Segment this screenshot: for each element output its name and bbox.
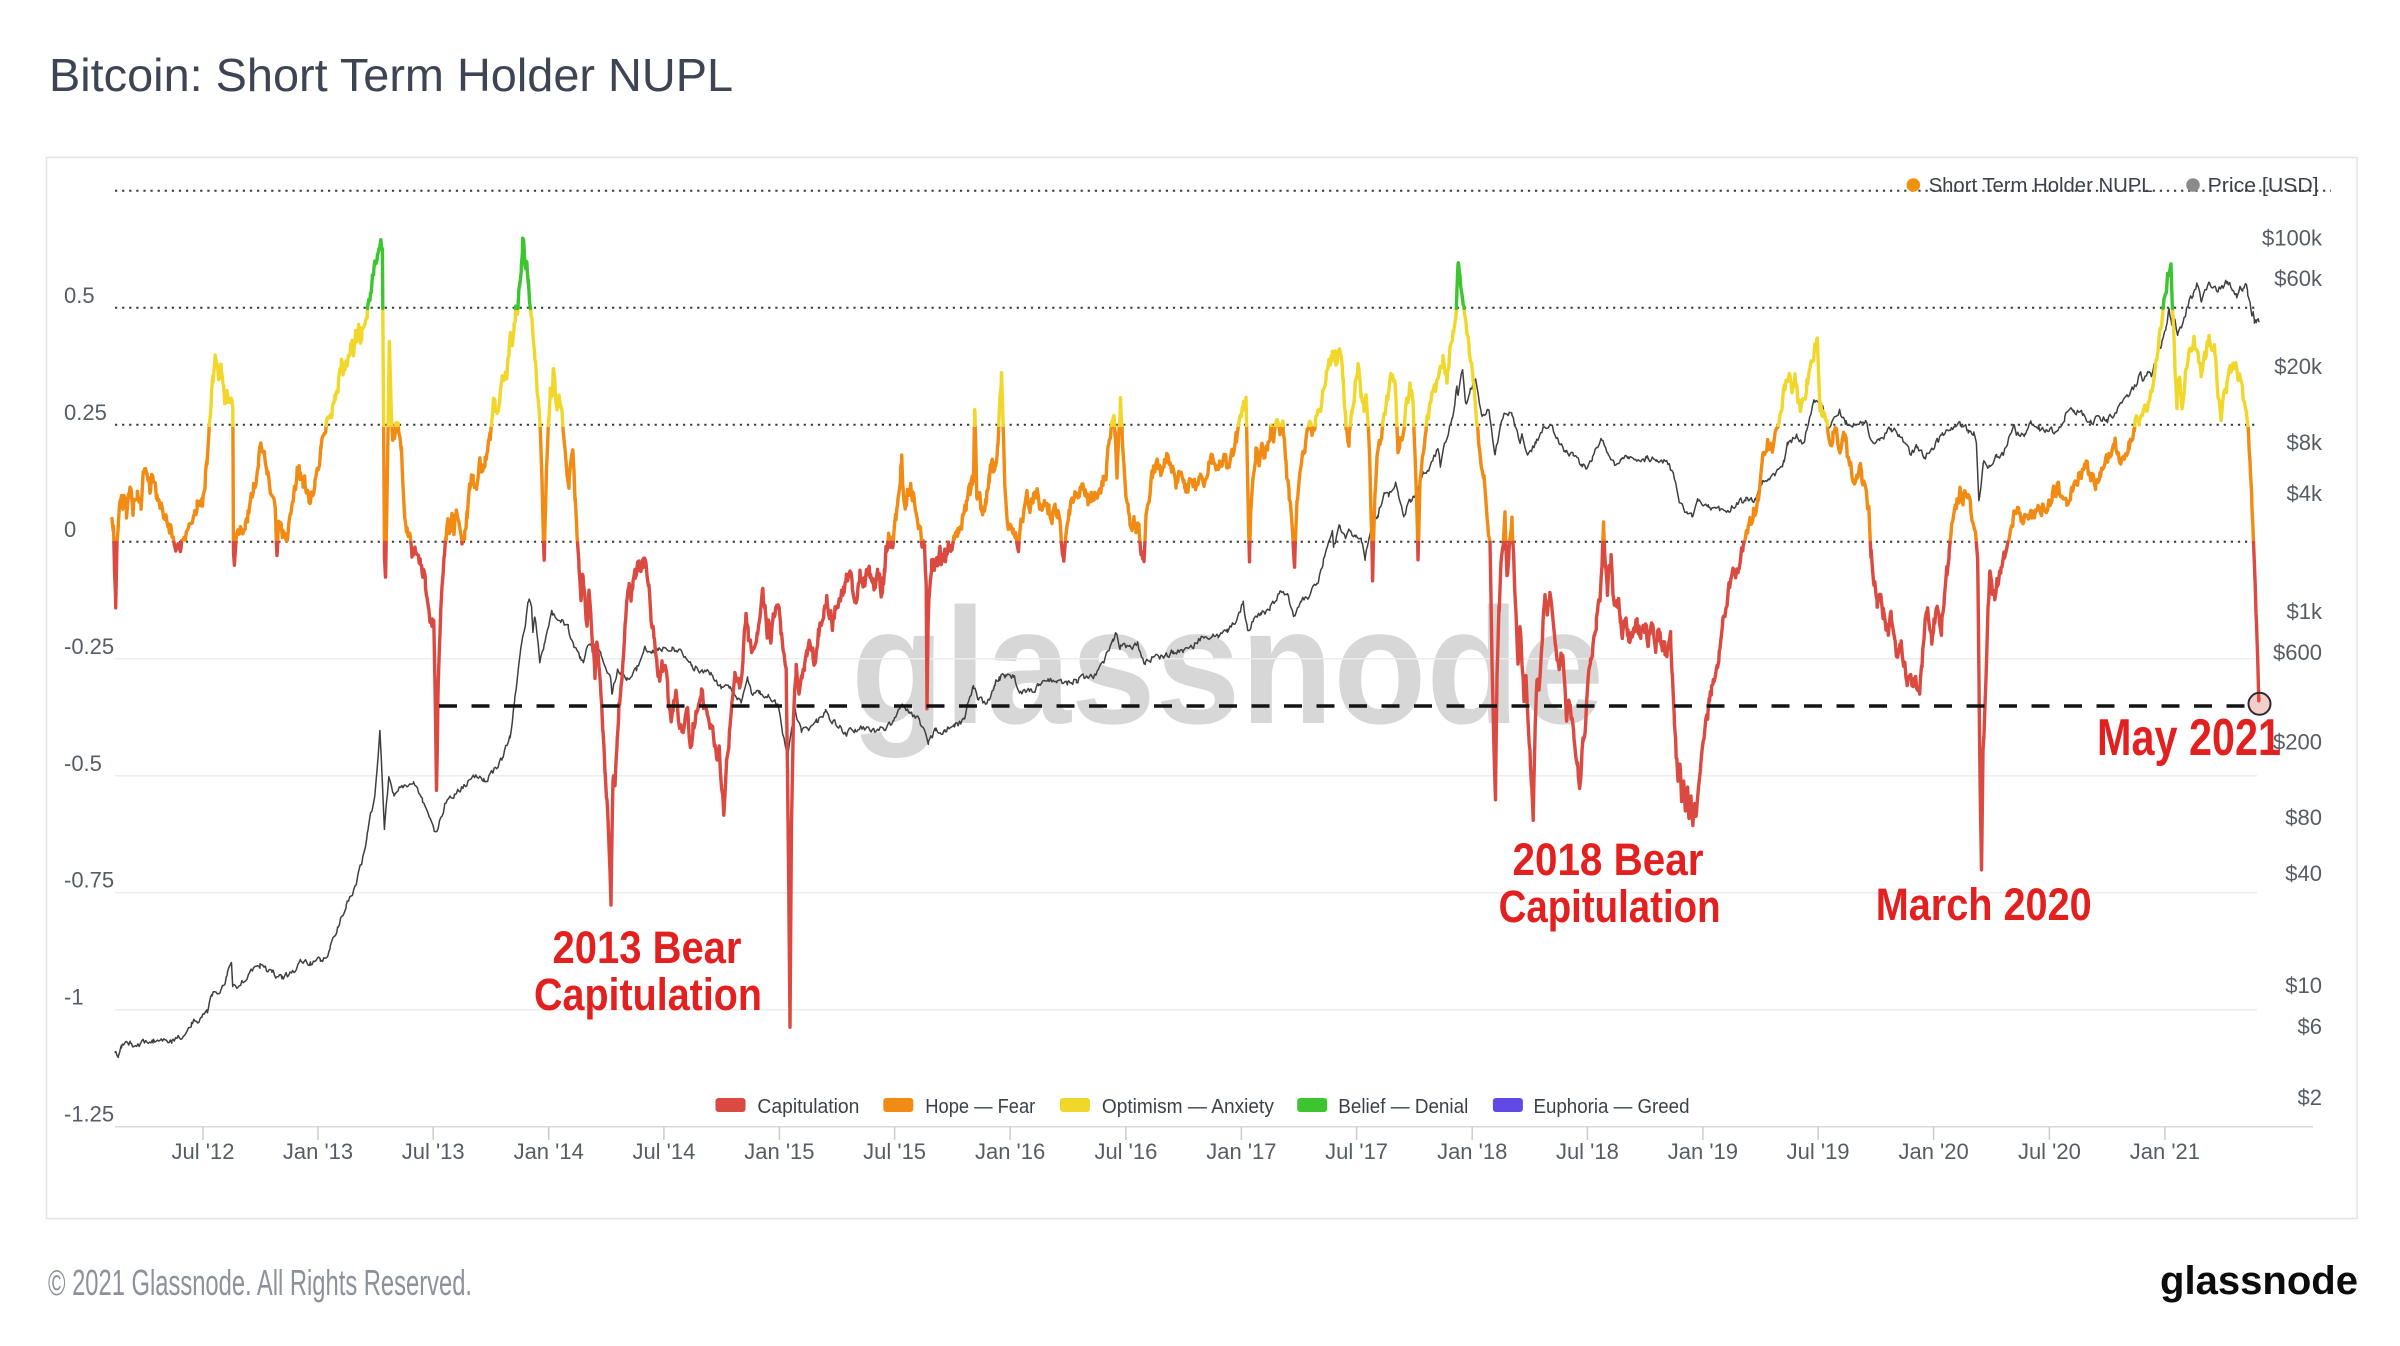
svg-text:$8k: $8k xyxy=(2287,430,2323,455)
svg-text:$20k: $20k xyxy=(2274,354,2323,379)
svg-text:Capitulation: Capitulation xyxy=(534,969,762,1020)
svg-text:Jan '13: Jan '13 xyxy=(283,1139,353,1164)
svg-text:Jan '18: Jan '18 xyxy=(1437,1139,1507,1164)
svg-text:March 2020: March 2020 xyxy=(1876,879,2092,930)
svg-text:Price [USD]: Price [USD] xyxy=(2208,175,2319,197)
svg-text:$60k: $60k xyxy=(2274,266,2323,291)
svg-text:Jan '14: Jan '14 xyxy=(514,1139,584,1164)
svg-text:Jul '15: Jul '15 xyxy=(863,1139,926,1164)
svg-text:0: 0 xyxy=(64,517,76,542)
svg-text:Jan '20: Jan '20 xyxy=(1898,1139,1968,1164)
svg-text:Optimism — Anxiety: Optimism — Anxiety xyxy=(1102,1096,1274,1118)
svg-text:Short Term Holder NUPL: Short Term Holder NUPL xyxy=(1929,175,2153,197)
svg-text:Hope — Fear: Hope — Fear xyxy=(925,1096,1035,1118)
svg-text:0.5: 0.5 xyxy=(64,283,95,308)
svg-text:Jul '17: Jul '17 xyxy=(1325,1139,1388,1164)
svg-text:© 2021 Glassnode. All Rights R: © 2021 Glassnode. All Rights Reserved. xyxy=(48,1262,472,1303)
svg-text:$200: $200 xyxy=(2273,730,2322,755)
svg-text:$6: $6 xyxy=(2298,1014,2322,1039)
svg-text:-0.75: -0.75 xyxy=(64,868,114,893)
svg-text:-0.5: -0.5 xyxy=(64,751,102,776)
svg-text:Jul '13: Jul '13 xyxy=(402,1139,465,1164)
svg-text:Jan '17: Jan '17 xyxy=(1206,1139,1276,1164)
svg-text:$10: $10 xyxy=(2285,973,2322,998)
svg-text:Jan '15: Jan '15 xyxy=(744,1139,814,1164)
svg-text:$40: $40 xyxy=(2285,861,2322,886)
svg-text:-1.25: -1.25 xyxy=(64,1102,114,1127)
svg-text:Belief — Denial: Belief — Denial xyxy=(1338,1096,1468,1118)
svg-text:Jul '18: Jul '18 xyxy=(1556,1139,1619,1164)
svg-text:$600: $600 xyxy=(2273,640,2322,665)
svg-text:Jul '19: Jul '19 xyxy=(1787,1139,1850,1164)
svg-text:glassnode: glassnode xyxy=(851,574,1604,758)
svg-text:Bitcoin: Short Term Holder NUP: Bitcoin: Short Term Holder NUPL xyxy=(49,49,733,101)
svg-text:2018 Bear: 2018 Bear xyxy=(1513,834,1704,885)
svg-text:Jul '16: Jul '16 xyxy=(1094,1139,1157,1164)
svg-text:-0.25: -0.25 xyxy=(64,634,114,659)
svg-text:Jul '12: Jul '12 xyxy=(172,1139,235,1164)
svg-text:$4k: $4k xyxy=(2287,481,2323,506)
svg-text:$80: $80 xyxy=(2285,805,2322,830)
svg-text:Jul '20: Jul '20 xyxy=(2018,1139,2081,1164)
svg-text:Jan '16: Jan '16 xyxy=(975,1139,1045,1164)
svg-text:glassnode: glassnode xyxy=(2160,1259,2358,1303)
svg-text:Jan '21: Jan '21 xyxy=(2130,1139,2200,1164)
svg-text:Jul '14: Jul '14 xyxy=(632,1139,695,1164)
svg-text:Jan '19: Jan '19 xyxy=(1668,1139,1738,1164)
svg-text:Euphoria — Greed: Euphoria — Greed xyxy=(1534,1096,1690,1118)
svg-text:-1: -1 xyxy=(64,985,84,1010)
svg-text:$2: $2 xyxy=(2298,1085,2322,1110)
svg-text:2013 Bear: 2013 Bear xyxy=(553,922,742,973)
svg-text:May 2021: May 2021 xyxy=(2097,709,2281,767)
svg-text:0.25: 0.25 xyxy=(64,400,107,425)
svg-text:$1k: $1k xyxy=(2287,599,2323,624)
svg-text:Capitulation: Capitulation xyxy=(757,1096,859,1118)
svg-text:$100k: $100k xyxy=(2262,225,2323,250)
svg-text:Capitulation: Capitulation xyxy=(1499,881,1721,932)
